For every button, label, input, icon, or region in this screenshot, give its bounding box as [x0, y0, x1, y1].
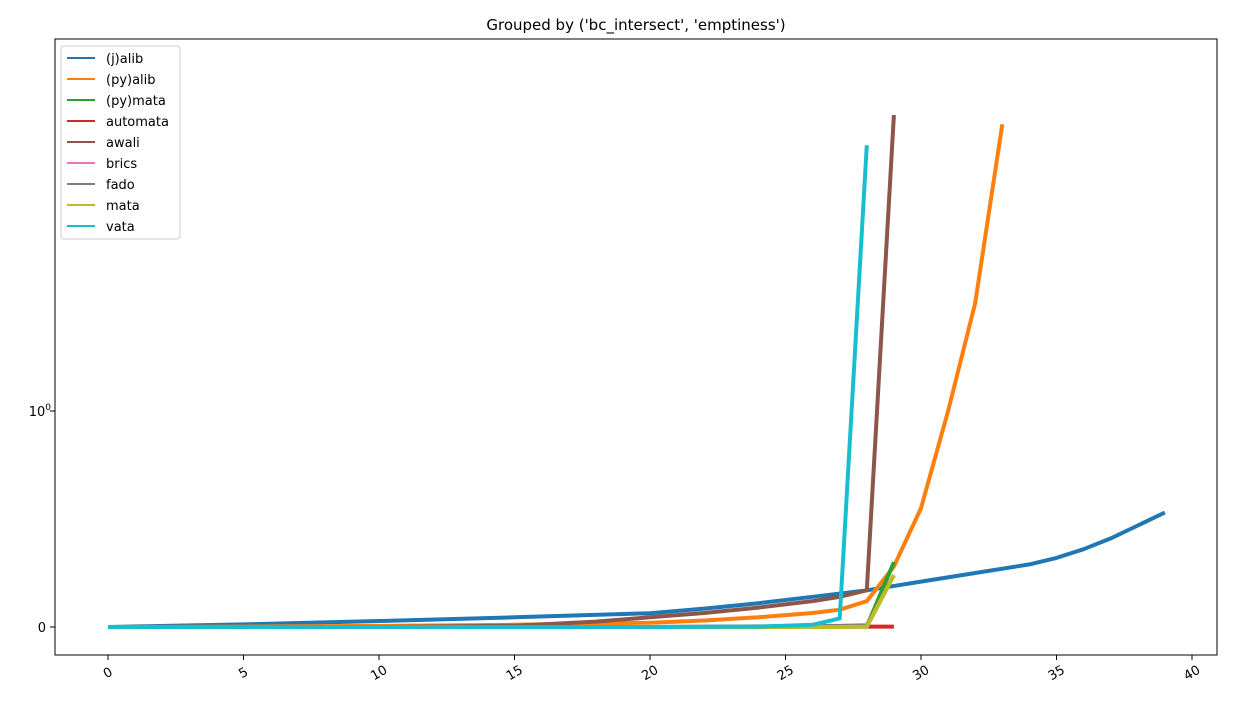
- series-line-awali: [108, 114, 896, 629]
- legend-box: [60, 45, 181, 240]
- x-tick-label: 35: [1046, 663, 1068, 684]
- x-tick-label: 0: [101, 665, 116, 682]
- legend-label: awali: [106, 136, 140, 151]
- legend: (j)alib (py)alib (py)mata automata awali bric…: [60, 45, 181, 240]
- x-tick-label: 20: [639, 663, 661, 684]
- legend-label: mata: [106, 199, 140, 214]
- legend-label: (py)mata: [106, 94, 166, 109]
- legend-label: vata: [106, 220, 135, 235]
- x-tick-label: 25: [775, 663, 797, 684]
- x-tick-label: 10: [368, 663, 390, 684]
- legend-label: fado: [106, 178, 135, 193]
- legend-label: (j)alib: [106, 52, 143, 67]
- y-axis: 0 100: [29, 403, 55, 636]
- x-tick-label: 30: [910, 663, 932, 684]
- x-tick-label: 15: [504, 663, 526, 684]
- series-line-jalib: [107, 510, 1166, 629]
- plot-area-frame: [54, 38, 1218, 656]
- y-tick-label: 100: [29, 403, 52, 420]
- legend-label: brics: [106, 157, 137, 172]
- y-tick-label: 0: [38, 621, 46, 636]
- series-line-vata: [108, 145, 869, 629]
- x-axis: 0 5 10 15 20 25 30 35 40: [101, 655, 1203, 684]
- chart-title: Grouped by ('bc_intersect', 'emptiness'): [486, 16, 785, 35]
- legend-label: automata: [106, 115, 169, 130]
- legend-label: (py)alib: [106, 73, 156, 88]
- series-layer: [107, 114, 1166, 629]
- x-tick-label: 5: [236, 665, 251, 682]
- x-tick-label: 40: [1181, 663, 1203, 684]
